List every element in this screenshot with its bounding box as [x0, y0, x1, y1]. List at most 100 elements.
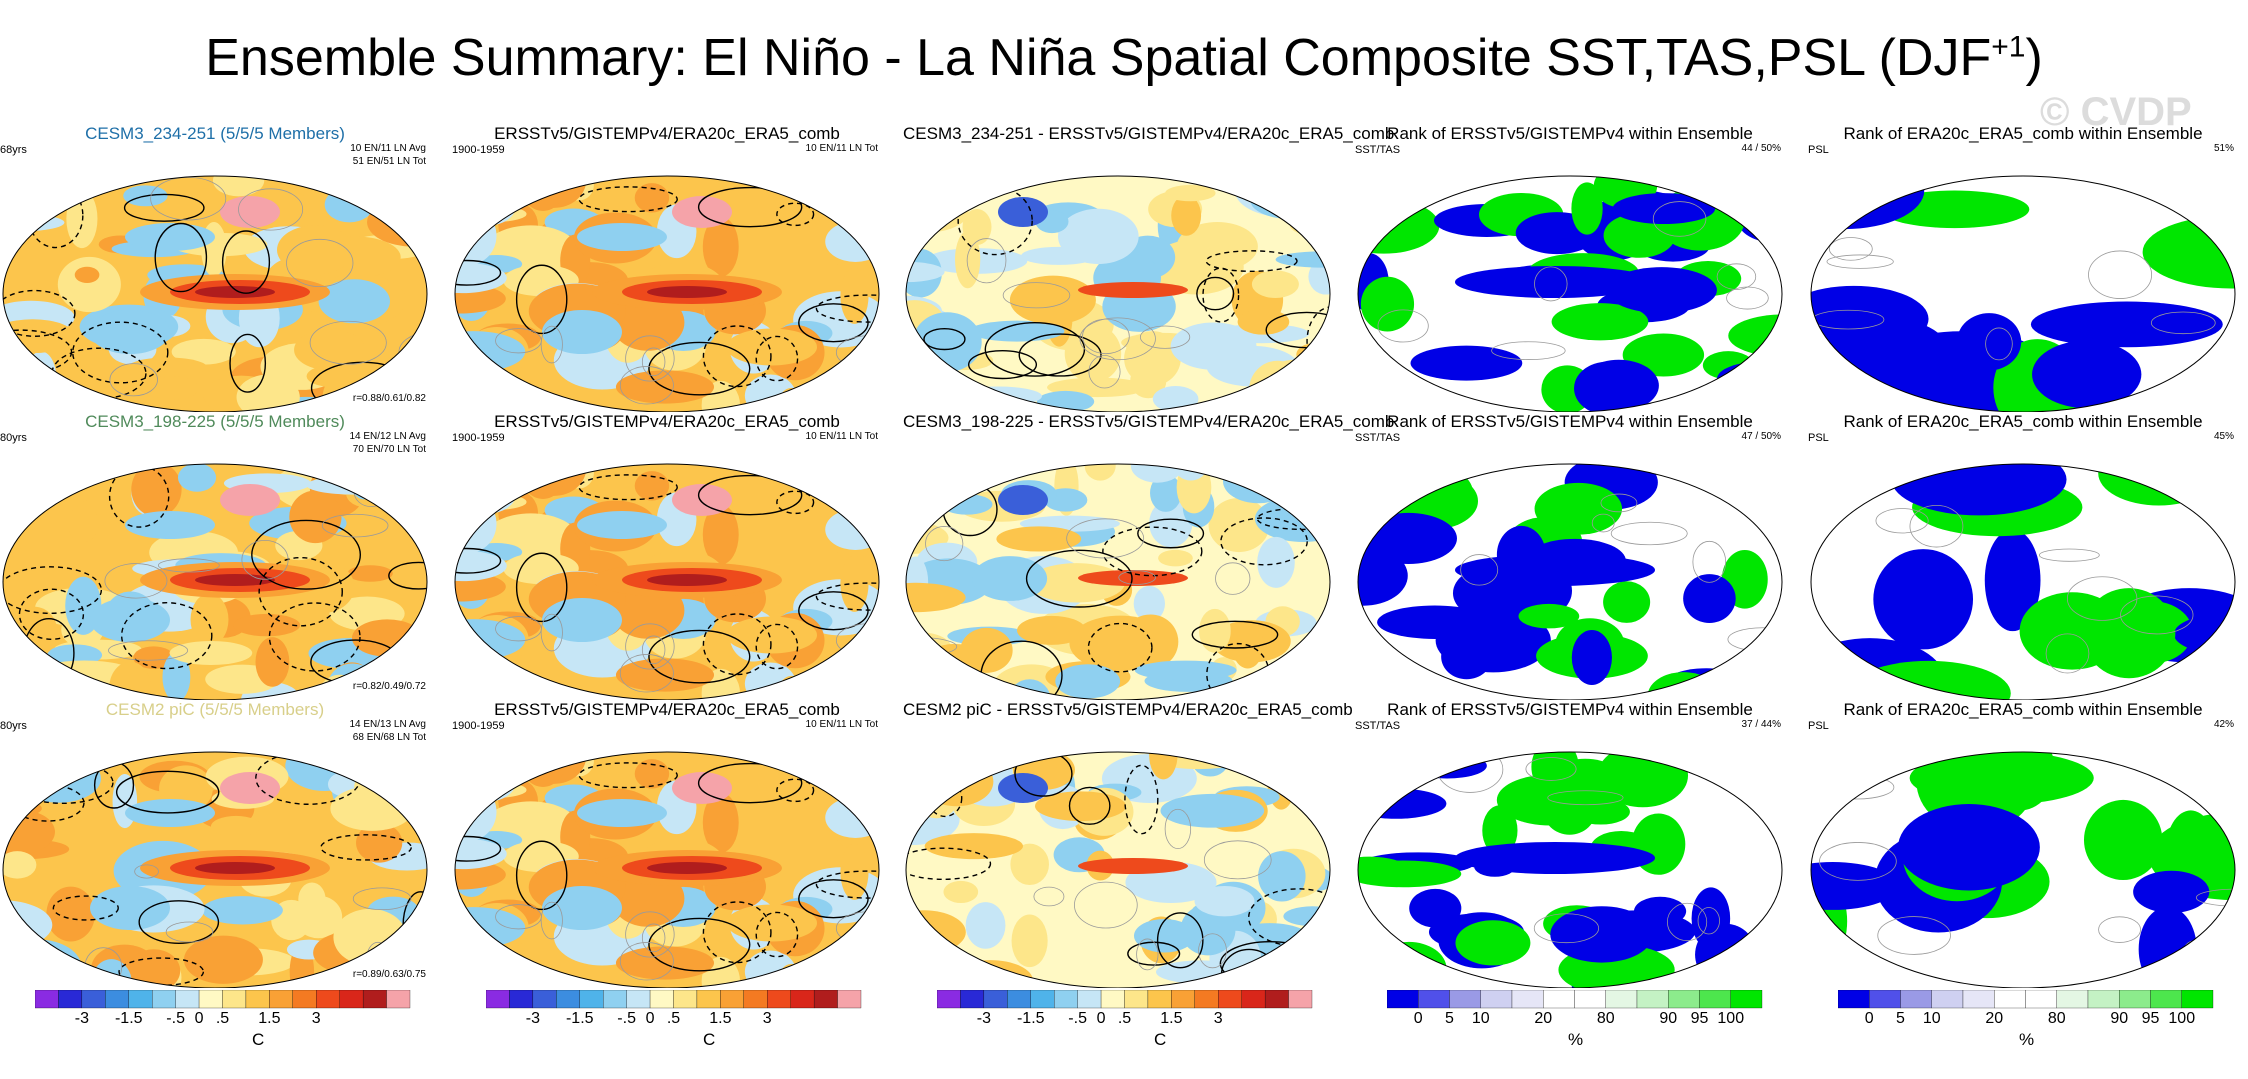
anomaly-patch: [333, 908, 407, 966]
psl-contour: [1205, 250, 1298, 272]
anomaly-patch: [816, 752, 879, 789]
anomaly-patch: [455, 188, 516, 226]
variable-label: SST/TAS: [1355, 432, 1401, 444]
colorbar-tick-label: 0: [645, 1010, 655, 1027]
colorbar-swatch: [649, 989, 674, 1009]
map-border: [454, 463, 880, 700]
colorbar-swatch: [2150, 989, 2182, 1009]
map-field: [1811, 464, 2235, 700]
anomaly-patch: [1309, 342, 1330, 401]
coastline: [1600, 493, 1638, 513]
colorbar-swatch: [1241, 989, 1266, 1009]
colorbar-units: C: [1154, 1030, 1167, 1049]
cool-horseshoe: [90, 598, 170, 642]
cool-horseshoe: [577, 511, 667, 539]
anomaly-patch: [306, 365, 359, 388]
coastline: [104, 563, 168, 599]
anomaly-patch: [1171, 195, 1202, 236]
colorbar-swatch: [339, 989, 364, 1009]
rank-region: [1482, 805, 1518, 856]
variable-label: SST/TAS: [1355, 144, 1401, 156]
coastline: [1826, 254, 1894, 269]
anomaly-patch: [1133, 585, 1166, 622]
anomaly-patch: [615, 658, 715, 692]
map-field: [1811, 752, 2235, 988]
coastline: [238, 188, 304, 231]
coastline: [109, 363, 158, 397]
coastline: [2066, 576, 2138, 621]
psl-contour: [798, 303, 869, 343]
anomaly-patch: [1298, 932, 1330, 979]
psl-contour: [1087, 622, 1153, 673]
rank-colorbar: % 0 5 10 20 80 90 95 100: [1837, 989, 2238, 1050]
rank-region: [1359, 512, 1457, 564]
anomaly-patch: [212, 176, 265, 197]
rank-map: [1810, 751, 2236, 988]
anomaly-patch: [233, 613, 301, 637]
temperature-map: [454, 751, 880, 988]
rank-percent: 51%: [2213, 143, 2234, 154]
colorbar-swatch: [1931, 989, 1964, 1009]
anomaly-patch: [941, 494, 993, 515]
anomaly-patch: [921, 483, 955, 515]
enso-warm-peak: [195, 286, 275, 298]
map-border: [1810, 463, 2236, 700]
anomaly-patch: [955, 230, 981, 289]
map-border: [1357, 463, 1783, 700]
colorbar-swatch: [128, 989, 153, 1009]
coastline: [1819, 842, 1897, 881]
anomaly-patch: [3, 469, 43, 501]
colorbar-swatch: [673, 989, 698, 1009]
anomaly-patch: [1011, 914, 1048, 968]
colorbar-swatch: [175, 989, 200, 1009]
coastline: [625, 623, 675, 670]
anomaly-patch: [57, 256, 121, 313]
map-field: [455, 176, 879, 412]
anomaly-patch: [3, 176, 47, 219]
panel-title: CESM2 piC (5/5/5 Members): [105, 700, 325, 719]
anomaly-patch: [634, 183, 670, 213]
psl-contour: [776, 778, 815, 803]
rank-region: [1518, 603, 1580, 629]
rank-region: [1683, 574, 1736, 623]
anomaly-patch: [66, 189, 98, 249]
anomaly-patch: [201, 896, 283, 925]
variable-label: SST/TAS: [1355, 720, 1401, 732]
psl-contour: [1124, 764, 1159, 835]
colorbar-swatch: [1636, 989, 1669, 1009]
cool-horseshoe: [90, 310, 170, 354]
map-field: [906, 176, 1330, 412]
cvdp-watermark: © CVDP: [2040, 90, 2192, 134]
anomaly-patch: [190, 593, 229, 646]
anomaly-patch: [1173, 464, 1208, 481]
psl-contour: [3, 329, 73, 375]
coastline: [1828, 237, 1873, 261]
cool-horseshoe: [90, 886, 170, 930]
rank-map: [1357, 751, 1783, 988]
panel-title: Rank of ERSSTv5/GISTEMPv4 within Ensembl…: [1387, 124, 1753, 143]
map-field: [906, 752, 1330, 988]
anomaly-patch: [913, 768, 961, 819]
cool-horseshoe: [542, 598, 622, 642]
colorbar-tick-label: 5: [1445, 1010, 1454, 1027]
coastline: [1082, 318, 1130, 355]
psl-contour: [455, 259, 502, 286]
anomaly-patch: [3, 176, 32, 217]
colorbar-tick-label: 20: [1534, 1010, 1553, 1027]
psl-contour: [578, 186, 678, 213]
anomaly-patch: [1300, 773, 1330, 807]
variable-label: PSL: [1808, 432, 1829, 444]
rank-region: [1691, 887, 1731, 950]
anomaly-patch: [912, 312, 982, 372]
anomaly-patch: [1170, 322, 1257, 370]
psl-contour: [154, 222, 208, 293]
panel-title: CESM3_198-225 - ERSSTv5/GISTEMPv4/ERA20c…: [903, 412, 1395, 431]
difference-map: [905, 463, 1331, 700]
anomaly-patch: [347, 565, 393, 582]
colorbar-swatch: [1288, 989, 1313, 1009]
colorbar-tick-label: -1.5: [114, 1010, 143, 1027]
colorbar-tick-label: 0: [1413, 1010, 1423, 1027]
event-counts: 10 EN/11 LN Tot: [805, 431, 878, 442]
model-composite-panel: CESM3_234-251 (5/5/5 Members) 68yrs 10 E…: [0, 122, 430, 412]
psl-contour: [123, 193, 205, 222]
